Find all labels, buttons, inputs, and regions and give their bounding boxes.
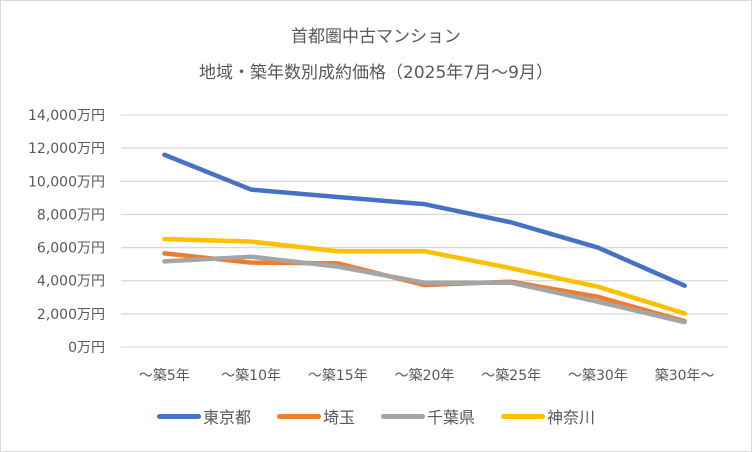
y-tick-label: 10,000万円 — [28, 174, 105, 190]
legend-label: 東京都 — [202, 408, 251, 427]
x-tick-label: ～築30年 — [568, 368, 628, 384]
chart-title: 首都圏中古マンション — [291, 27, 461, 47]
y-tick-label: 12,000万円 — [28, 141, 105, 157]
legend-label: 神奈川 — [547, 408, 596, 427]
legend-item: 神奈川 — [501, 404, 595, 428]
legend-item: 千葉県 — [381, 404, 475, 428]
y-tick-label: 14,000万円 — [28, 108, 105, 124]
x-tick-label: ～築15年 — [308, 368, 368, 384]
x-tick-label: ～築25年 — [481, 368, 541, 384]
y-tick-label: 6,000万円 — [37, 241, 105, 257]
y-tick-label: 4,000万円 — [37, 274, 105, 290]
legend-swatch — [156, 413, 201, 419]
legend-item: 埼玉 — [276, 404, 355, 428]
legend-label: 千葉県 — [427, 408, 476, 427]
legend: 東京都 埼玉 千葉県 神奈川 — [0, 404, 752, 428]
legend-swatch — [276, 413, 321, 419]
chart-subtitle: 地域・築年数別成約価格（2025年7月～9月） — [199, 63, 553, 83]
x-tick-label: ～築5年 — [139, 368, 190, 384]
y-tick-label: 0万円 — [68, 340, 105, 356]
x-tick-label: ～築10年 — [221, 368, 281, 384]
series-line-1 — [162, 152, 687, 288]
legend-swatch — [381, 413, 425, 419]
legend-swatch — [501, 413, 546, 419]
legend-label: 埼玉 — [322, 408, 355, 427]
legend-item: 東京都 — [156, 404, 251, 428]
y-tick-label: 2,000万円 — [37, 307, 105, 323]
x-tick-label: 築30年～ — [655, 368, 715, 384]
x-tick-label: ～築20年 — [395, 368, 455, 384]
y-tick-label: 8,000万円 — [37, 207, 105, 223]
